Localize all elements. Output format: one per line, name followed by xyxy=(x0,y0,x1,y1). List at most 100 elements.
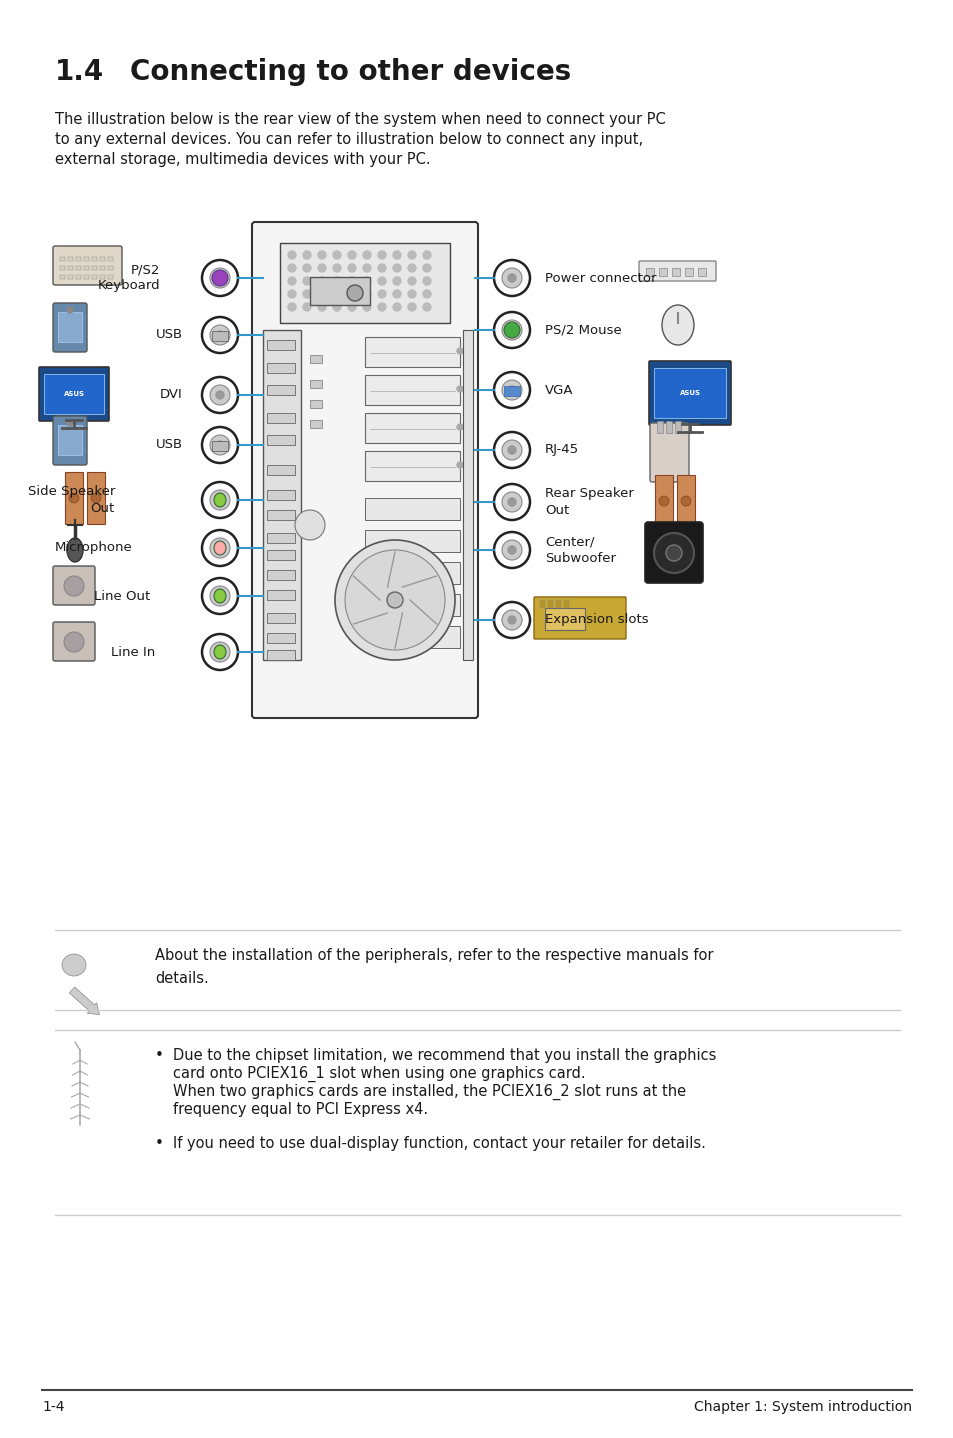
Bar xyxy=(267,510,294,521)
Circle shape xyxy=(210,641,230,661)
Text: Connecting to other devices: Connecting to other devices xyxy=(130,58,571,86)
Text: USB: USB xyxy=(155,328,183,341)
Circle shape xyxy=(303,278,311,285)
Circle shape xyxy=(494,312,530,348)
Bar xyxy=(100,266,105,270)
Circle shape xyxy=(202,377,237,413)
Circle shape xyxy=(348,278,355,285)
Ellipse shape xyxy=(213,590,226,603)
Bar xyxy=(665,421,671,433)
Text: card onto PCIEX16_1 slot when using one graphics card.: card onto PCIEX16_1 slot when using one … xyxy=(172,1066,585,1083)
Circle shape xyxy=(363,252,371,259)
Bar xyxy=(267,633,294,643)
Text: Due to the chipset limitation, we recommend that you install the graphics: Due to the chipset limitation, we recomm… xyxy=(172,1048,716,1063)
Circle shape xyxy=(507,385,516,394)
Circle shape xyxy=(215,391,224,398)
Bar xyxy=(544,608,584,630)
Circle shape xyxy=(210,538,230,558)
Circle shape xyxy=(501,492,521,512)
Bar xyxy=(462,329,473,660)
Circle shape xyxy=(501,610,521,630)
Circle shape xyxy=(210,490,230,510)
Circle shape xyxy=(215,649,224,656)
Bar xyxy=(365,531,459,552)
Circle shape xyxy=(507,275,516,282)
Circle shape xyxy=(210,436,230,454)
Circle shape xyxy=(408,303,416,311)
Bar xyxy=(267,533,294,544)
Circle shape xyxy=(317,265,326,272)
Circle shape xyxy=(494,372,530,408)
Text: When two graphics cards are installed, the PCIEX16_2 slot runs at the: When two graphics cards are installed, t… xyxy=(172,1084,685,1100)
Circle shape xyxy=(202,482,237,518)
Bar xyxy=(671,267,679,276)
Circle shape xyxy=(333,290,340,298)
Bar xyxy=(108,257,112,262)
Circle shape xyxy=(494,260,530,296)
Ellipse shape xyxy=(213,493,226,508)
Bar xyxy=(108,266,112,270)
Circle shape xyxy=(202,316,237,352)
Circle shape xyxy=(202,427,237,463)
Circle shape xyxy=(215,496,224,503)
Circle shape xyxy=(408,265,416,272)
Bar xyxy=(68,257,73,262)
Bar xyxy=(76,275,81,279)
Circle shape xyxy=(377,303,386,311)
Bar xyxy=(267,339,294,349)
Circle shape xyxy=(317,278,326,285)
Circle shape xyxy=(393,303,400,311)
Bar xyxy=(44,374,104,414)
Circle shape xyxy=(393,265,400,272)
Bar xyxy=(654,368,725,418)
Circle shape xyxy=(91,493,101,503)
Bar xyxy=(267,590,294,600)
Circle shape xyxy=(288,252,295,259)
FancyBboxPatch shape xyxy=(53,246,122,285)
Circle shape xyxy=(303,252,311,259)
Circle shape xyxy=(69,493,79,503)
Circle shape xyxy=(363,265,371,272)
Text: DVI: DVI xyxy=(160,388,183,401)
Bar xyxy=(556,600,560,608)
Circle shape xyxy=(202,531,237,567)
Bar xyxy=(68,275,73,279)
Bar xyxy=(76,266,81,270)
Circle shape xyxy=(422,303,431,311)
Circle shape xyxy=(202,578,237,614)
Ellipse shape xyxy=(661,305,693,345)
Circle shape xyxy=(345,549,444,650)
Text: Center/
Subwoofer: Center/ Subwoofer xyxy=(544,535,616,565)
Bar xyxy=(675,421,680,433)
Text: The illustration below is the rear view of the system when need to connect your : The illustration below is the rear view … xyxy=(55,112,665,127)
Bar xyxy=(60,275,65,279)
Circle shape xyxy=(501,541,521,559)
Circle shape xyxy=(456,462,462,467)
Text: VGA: VGA xyxy=(544,384,573,397)
Bar xyxy=(100,257,105,262)
Circle shape xyxy=(333,252,340,259)
Circle shape xyxy=(659,496,668,506)
Circle shape xyxy=(202,634,237,670)
Text: Side Speaker
Out: Side Speaker Out xyxy=(28,486,115,515)
Bar xyxy=(100,275,105,279)
Circle shape xyxy=(654,533,693,572)
Circle shape xyxy=(303,265,311,272)
Bar xyxy=(267,490,294,500)
Bar xyxy=(267,413,294,423)
Circle shape xyxy=(347,285,363,301)
Bar xyxy=(91,257,97,262)
Text: Chapter 1: System introduction: Chapter 1: System introduction xyxy=(693,1401,911,1414)
Bar xyxy=(68,266,73,270)
Bar xyxy=(87,472,105,523)
FancyBboxPatch shape xyxy=(534,597,625,638)
Text: to any external devices. You can refer to illustration below to connect any inpu: to any external devices. You can refer t… xyxy=(55,132,642,147)
FancyArrow shape xyxy=(70,986,99,1015)
FancyBboxPatch shape xyxy=(252,221,477,718)
Bar xyxy=(267,436,294,444)
Bar xyxy=(267,549,294,559)
Bar xyxy=(267,464,294,475)
Text: P/S2
Keyboard: P/S2 Keyboard xyxy=(97,263,160,292)
Circle shape xyxy=(288,278,295,285)
Circle shape xyxy=(363,278,371,285)
